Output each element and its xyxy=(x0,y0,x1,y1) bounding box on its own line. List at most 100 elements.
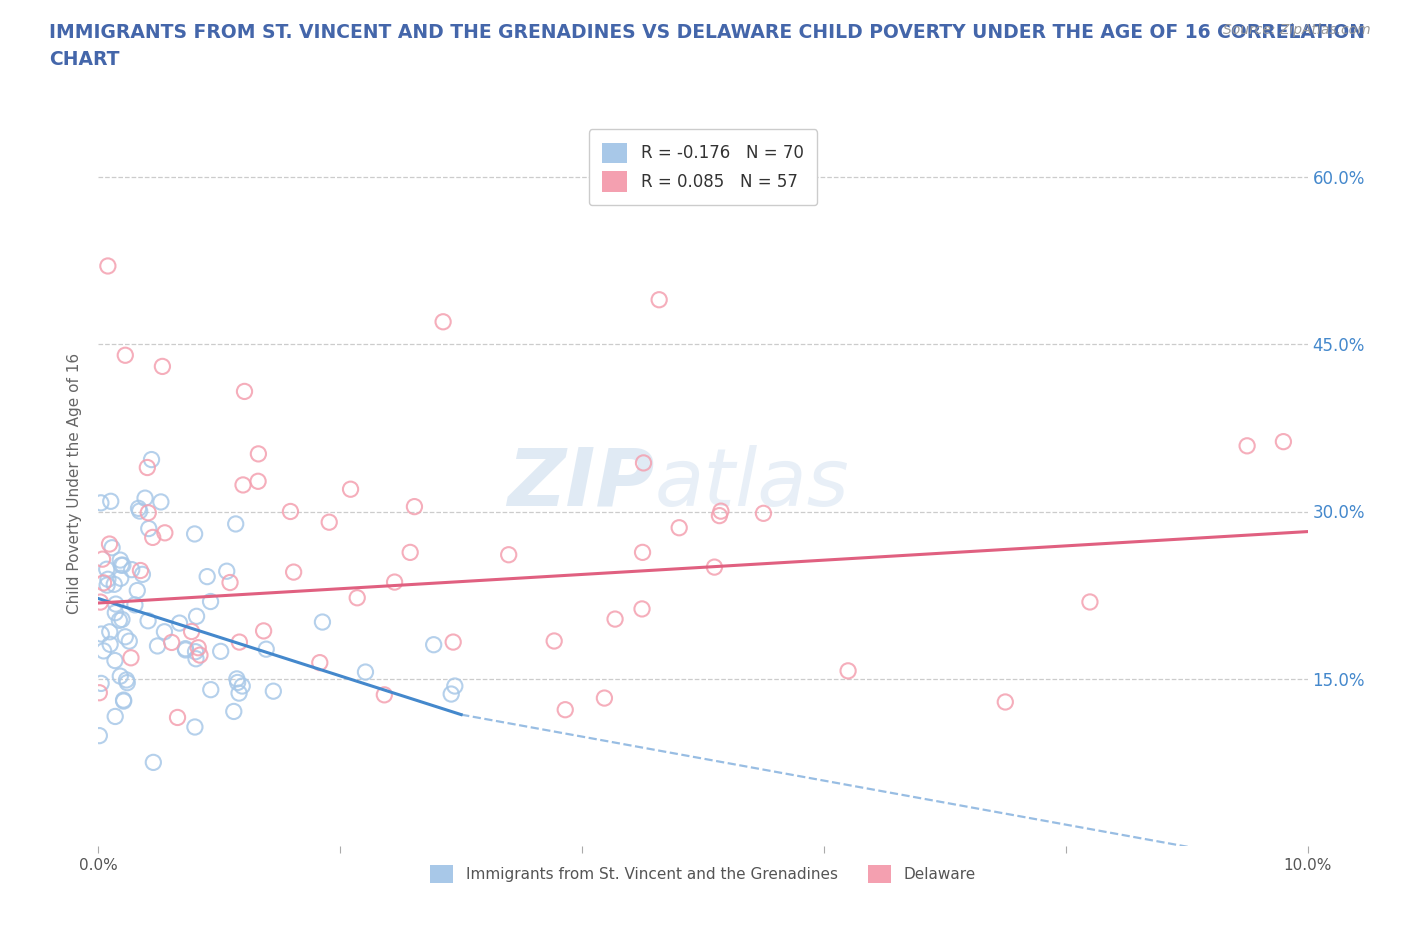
Point xyxy=(112,693,135,708)
Point xyxy=(252,623,274,638)
Point xyxy=(373,687,395,702)
Point xyxy=(180,624,202,639)
Point xyxy=(174,643,197,658)
Point xyxy=(311,615,333,630)
Point xyxy=(120,650,142,665)
Point xyxy=(110,558,132,573)
Point xyxy=(543,633,565,648)
Point xyxy=(160,635,183,650)
Point xyxy=(141,452,163,467)
Point xyxy=(118,633,141,648)
Text: ZIP: ZIP xyxy=(508,445,655,523)
Point xyxy=(103,577,125,591)
Point xyxy=(354,665,377,680)
Point xyxy=(443,679,465,694)
Point xyxy=(97,259,120,273)
Point xyxy=(136,614,159,629)
Point xyxy=(153,525,176,540)
Point xyxy=(110,552,132,567)
Point xyxy=(231,679,253,694)
Point xyxy=(111,558,134,573)
Point xyxy=(441,634,464,649)
Point xyxy=(166,710,188,724)
Text: Source: ZipAtlas.com: Source: ZipAtlas.com xyxy=(1223,23,1371,37)
Point xyxy=(225,671,247,686)
Point xyxy=(195,569,218,584)
Point xyxy=(121,562,143,577)
Point xyxy=(209,644,232,658)
Point xyxy=(399,545,422,560)
Point xyxy=(110,571,132,586)
Point xyxy=(1272,434,1295,449)
Point xyxy=(254,642,277,657)
Point xyxy=(89,685,111,700)
Point xyxy=(90,496,112,511)
Point xyxy=(152,359,174,374)
Point xyxy=(96,562,118,577)
Point xyxy=(100,494,122,509)
Point xyxy=(129,563,152,578)
Point xyxy=(184,720,207,735)
Point xyxy=(174,642,197,657)
Point xyxy=(128,501,150,516)
Point xyxy=(346,591,368,605)
Point xyxy=(104,597,127,612)
Point xyxy=(648,292,671,307)
Point xyxy=(200,683,222,698)
Point xyxy=(110,669,132,684)
Point xyxy=(232,477,254,492)
Point xyxy=(247,446,270,461)
Point xyxy=(994,695,1017,710)
Point xyxy=(91,551,114,566)
Point xyxy=(228,685,250,700)
Point xyxy=(96,578,118,592)
Point xyxy=(593,691,616,706)
Point xyxy=(153,624,176,639)
Point xyxy=(90,676,112,691)
Point xyxy=(837,663,859,678)
Point xyxy=(136,460,159,475)
Point xyxy=(318,515,340,530)
Point xyxy=(136,505,159,520)
Point xyxy=(247,474,270,489)
Point xyxy=(752,506,775,521)
Point xyxy=(93,576,115,591)
Point xyxy=(225,516,247,531)
Point xyxy=(709,508,731,523)
Point xyxy=(404,499,426,514)
Point xyxy=(89,594,111,609)
Point xyxy=(111,612,134,627)
Point xyxy=(668,520,690,535)
Point xyxy=(226,675,249,690)
Point xyxy=(142,755,165,770)
Point xyxy=(233,384,256,399)
Point xyxy=(1078,594,1101,609)
Point xyxy=(138,521,160,536)
Point xyxy=(184,651,207,666)
Point xyxy=(188,647,211,662)
Point xyxy=(101,540,124,555)
Point xyxy=(422,637,444,652)
Legend: Immigrants from St. Vincent and the Grenadines, Delaware: Immigrants from St. Vincent and the Gren… xyxy=(425,858,981,889)
Y-axis label: Child Poverty Under the Age of 16: Child Poverty Under the Age of 16 xyxy=(67,353,83,614)
Point xyxy=(169,616,191,631)
Point xyxy=(146,639,169,654)
Point xyxy=(149,495,172,510)
Point xyxy=(127,583,149,598)
Point xyxy=(97,572,120,587)
Point xyxy=(186,609,208,624)
Point xyxy=(498,548,520,563)
Point xyxy=(228,634,250,649)
Point xyxy=(631,602,654,617)
Point xyxy=(93,644,115,658)
Point xyxy=(104,605,127,620)
Point xyxy=(142,530,165,545)
Point xyxy=(554,702,576,717)
Point xyxy=(112,694,135,709)
Point xyxy=(98,624,121,639)
Text: IMMIGRANTS FROM ST. VINCENT AND THE GRENADINES VS DELAWARE CHILD POVERTY UNDER T: IMMIGRANTS FROM ST. VINCENT AND THE GREN… xyxy=(49,23,1365,69)
Point xyxy=(384,575,406,590)
Point xyxy=(432,314,454,329)
Point xyxy=(339,482,361,497)
Point xyxy=(131,567,153,582)
